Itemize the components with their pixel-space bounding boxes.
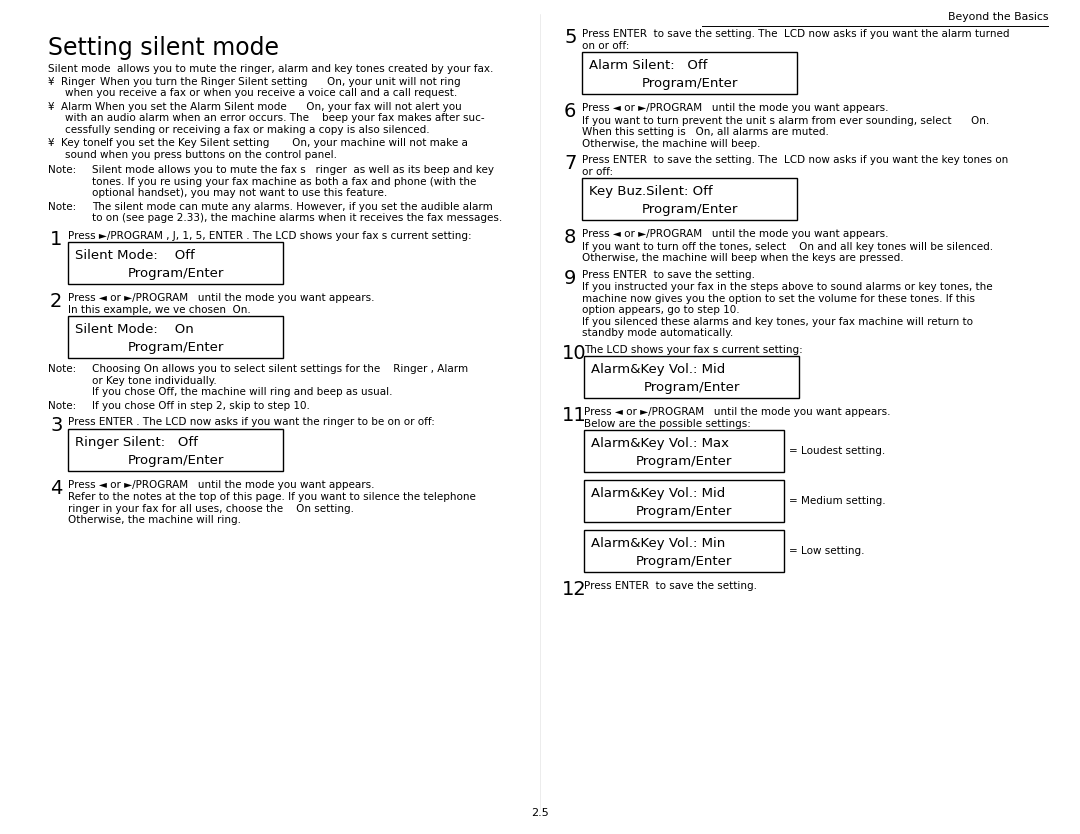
Bar — [68, 242, 283, 284]
Text: ¥  Ringer: ¥ Ringer — [48, 77, 95, 87]
Text: Press ENTER . The LCD now asks if you want the ringer to be on or off:: Press ENTER . The LCD now asks if you wa… — [68, 417, 435, 427]
Bar — [584, 430, 784, 472]
Text: tones. If you re using your fax machine as both a fax and phone (with the: tones. If you re using your fax machine … — [92, 177, 476, 187]
Text: Program/Enter: Program/Enter — [642, 203, 738, 216]
Text: Program/Enter: Program/Enter — [642, 77, 738, 90]
Text: Note:: Note: — [48, 364, 77, 374]
Text: or off:: or off: — [582, 167, 613, 177]
Text: Below are the possible settings:: Below are the possible settings: — [584, 419, 751, 429]
Text: Silent mode  allows you to mute the ringer, alarm and key tones created by your : Silent mode allows you to mute the ringe… — [48, 64, 494, 74]
Text: with an audio alarm when an error occurs. The    beep your fax makes after suc-: with an audio alarm when an error occurs… — [65, 113, 485, 123]
Text: = Low setting.: = Low setting. — [789, 546, 864, 556]
Text: when you receive a fax or when you receive a voice call and a call request.: when you receive a fax or when you recei… — [65, 88, 457, 98]
Text: If you silenced these alarms and key tones, your fax machine will return to: If you silenced these alarms and key ton… — [582, 316, 973, 326]
Text: Otherwise, the machine will beep when the keys are pressed.: Otherwise, the machine will beep when th… — [582, 253, 904, 263]
Text: 5: 5 — [564, 28, 577, 47]
Text: optional handset), you may not want to use this feature.: optional handset), you may not want to u… — [92, 188, 388, 198]
Text: If you want to turn prevent the unit s alarm from ever sounding, select      On.: If you want to turn prevent the unit s a… — [582, 115, 989, 125]
Text: Beyond the Basics: Beyond the Basics — [947, 12, 1048, 22]
Text: Choosing On allows you to select silent settings for the    Ringer , Alarm: Choosing On allows you to select silent … — [92, 364, 468, 374]
Text: Program/Enter: Program/Enter — [127, 341, 224, 354]
Text: 4: 4 — [50, 479, 63, 498]
Text: 2: 2 — [50, 292, 63, 311]
Bar — [584, 356, 799, 398]
Text: 1: 1 — [50, 229, 63, 249]
Text: Program/Enter: Program/Enter — [127, 267, 224, 280]
Text: Alarm Silent:   Off: Alarm Silent: Off — [589, 59, 707, 72]
Text: Ringer Silent:   Off: Ringer Silent: Off — [75, 435, 198, 449]
Text: Press ◄ or ►/PROGRAM   until the mode you want appears.: Press ◄ or ►/PROGRAM until the mode you … — [68, 480, 375, 490]
Text: option appears, go to step 10.: option appears, go to step 10. — [582, 305, 740, 315]
Text: 10: 10 — [562, 344, 586, 363]
Text: The LCD shows your fax s current setting:: The LCD shows your fax s current setting… — [584, 344, 802, 354]
Text: Press ◄ or ►/PROGRAM   until the mode you want appears.: Press ◄ or ►/PROGRAM until the mode you … — [68, 293, 375, 303]
Text: Silent mode allows you to mute the fax s   ringer  as well as its beep and key: Silent mode allows you to mute the fax s… — [92, 165, 494, 175]
Text: 6: 6 — [564, 102, 577, 121]
Text: on or off:: on or off: — [582, 41, 630, 51]
Text: Silent Mode:    On: Silent Mode: On — [75, 323, 193, 336]
Text: Alarm&Key Vol.: Max: Alarm&Key Vol.: Max — [591, 437, 729, 450]
Bar — [582, 178, 797, 220]
Text: Key Buz.Silent: Off: Key Buz.Silent: Off — [589, 185, 713, 198]
Text: Program/Enter: Program/Enter — [644, 381, 740, 394]
Text: ringer in your fax for all uses, choose the    On setting.: ringer in your fax for all uses, choose … — [68, 504, 354, 514]
Text: When this setting is   On, all alarms are muted.: When this setting is On, all alarms are … — [582, 127, 828, 137]
Text: Program/Enter: Program/Enter — [127, 454, 224, 466]
Text: Note:: Note: — [48, 165, 77, 175]
Text: Alarm&Key Vol.: Mid: Alarm&Key Vol.: Mid — [591, 363, 726, 376]
Text: If you want to turn off the tones, select    On and all key tones will be silenc: If you want to turn off the tones, selec… — [582, 242, 994, 252]
Text: Alarm&Key Vol.: Mid: Alarm&Key Vol.: Mid — [591, 487, 726, 500]
Text: or Key tone individually.: or Key tone individually. — [92, 375, 217, 385]
Text: sound when you press buttons on the control panel.: sound when you press buttons on the cont… — [65, 149, 337, 159]
Text: 9: 9 — [564, 269, 577, 288]
Text: ¥  Key tone: ¥ Key tone — [48, 138, 107, 148]
Text: Press ◄ or ►/PROGRAM   until the mode you want appears.: Press ◄ or ►/PROGRAM until the mode you … — [584, 407, 891, 417]
Text: Otherwise, the machine will ring.: Otherwise, the machine will ring. — [68, 515, 241, 525]
Bar — [582, 52, 797, 94]
Text: Press ENTER  to save the setting.: Press ENTER to save the setting. — [584, 581, 757, 591]
Text: Program/Enter: Program/Enter — [636, 555, 732, 568]
Text: Otherwise, the machine will beep.: Otherwise, the machine will beep. — [582, 138, 760, 148]
Text: Press ENTER  to save the setting. The  LCD now asks if you want the alarm turned: Press ENTER to save the setting. The LCD… — [582, 29, 1010, 39]
Text: Press ENTER  to save the setting. The  LCD now asks if you want the key tones on: Press ENTER to save the setting. The LCD… — [582, 155, 1009, 165]
Text: Silent Mode:    Off: Silent Mode: Off — [75, 249, 194, 262]
Text: In this example, we ve chosen  On.: In this example, we ve chosen On. — [68, 304, 251, 314]
Text: Refer to the notes at the top of this page. If you want to silence the telephone: Refer to the notes at the top of this pa… — [68, 492, 476, 502]
Text: Press ENTER  to save the setting.: Press ENTER to save the setting. — [582, 269, 755, 279]
Text: When you set the Alarm Silent mode      On, your fax will not alert you: When you set the Alarm Silent mode On, y… — [95, 102, 462, 112]
Text: If you chose Off, the machine will ring and beep as usual.: If you chose Off, the machine will ring … — [92, 387, 392, 397]
Text: Note:: Note: — [48, 400, 77, 410]
Text: Program/Enter: Program/Enter — [636, 505, 732, 518]
Text: Press ◄ or ►/PROGRAM   until the mode you want appears.: Press ◄ or ►/PROGRAM until the mode you … — [582, 103, 889, 113]
Text: Press ◄ or ►/PROGRAM   until the mode you want appears.: Press ◄ or ►/PROGRAM until the mode you … — [582, 229, 889, 239]
Text: Press ►/PROGRAM , J, 1, 5, ENTER . The LCD shows your fax s current setting:: Press ►/PROGRAM , J, 1, 5, ENTER . The L… — [68, 230, 472, 240]
Text: to on (see page 2.33), the machine alarms when it receives the fax messages.: to on (see page 2.33), the machine alarm… — [92, 213, 502, 223]
Text: machine now gives you the option to set the volume for these tones. If this: machine now gives you the option to set … — [582, 294, 975, 304]
Text: 8: 8 — [564, 228, 577, 247]
Text: = Loudest setting.: = Loudest setting. — [789, 446, 886, 456]
Text: 11: 11 — [562, 406, 586, 425]
Text: ¥  Alarm: ¥ Alarm — [48, 102, 92, 112]
Text: When you turn the Ringer Silent setting      On, your unit will not ring: When you turn the Ringer Silent setting … — [100, 77, 461, 87]
Text: 7: 7 — [564, 154, 577, 173]
Text: cessfully sending or receiving a fax or making a copy is also silenced.: cessfully sending or receiving a fax or … — [65, 124, 430, 134]
Text: If you instructed your fax in the steps above to sound alarms or key tones, the: If you instructed your fax in the steps … — [582, 282, 993, 292]
Text: 3: 3 — [50, 416, 63, 435]
Text: If you chose Off in step 2, skip to step 10.: If you chose Off in step 2, skip to step… — [92, 400, 310, 410]
Text: Setting silent mode: Setting silent mode — [48, 36, 279, 60]
Text: Program/Enter: Program/Enter — [636, 455, 732, 468]
Text: Note:: Note: — [48, 202, 77, 212]
Bar — [584, 530, 784, 572]
Text: If you set the Key Silent setting       On, your machine will not make a: If you set the Key Silent setting On, yo… — [106, 138, 468, 148]
Bar — [584, 480, 784, 522]
Text: Alarm&Key Vol.: Min: Alarm&Key Vol.: Min — [591, 537, 726, 550]
Text: The silent mode can mute any alarms. However, if you set the audible alarm: The silent mode can mute any alarms. How… — [92, 202, 492, 212]
Bar — [68, 316, 283, 358]
Text: = Medium setting.: = Medium setting. — [789, 496, 886, 506]
Bar — [68, 429, 283, 470]
Text: 12: 12 — [562, 580, 586, 599]
Text: standby mode automatically.: standby mode automatically. — [582, 328, 733, 338]
Text: 2.5: 2.5 — [531, 808, 549, 818]
